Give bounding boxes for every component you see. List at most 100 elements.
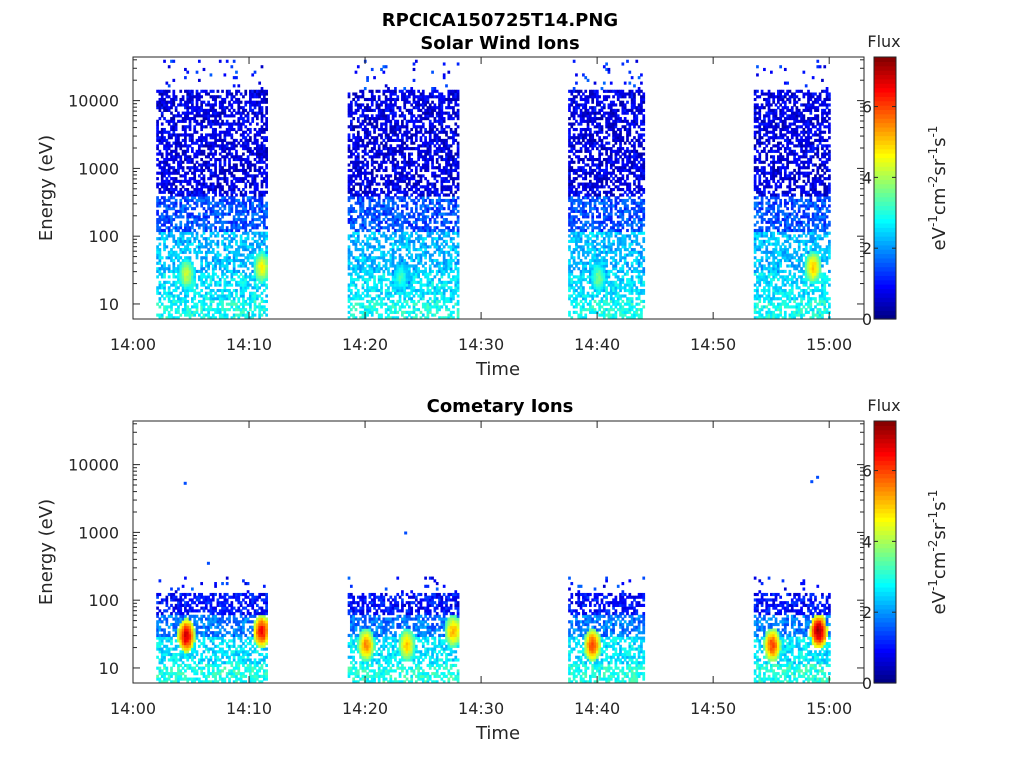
spectrogram-cell (223, 179, 227, 183)
spectrogram-cell (352, 264, 356, 268)
spectrogram-cell (223, 130, 227, 134)
spectrogram-cell (221, 108, 224, 112)
spectrogram-cell (454, 231, 458, 235)
spectrogram-cell (349, 196, 353, 200)
spectrogram-cell (426, 149, 430, 153)
spectrogram-cell (186, 305, 190, 309)
spectrogram-cell (156, 100, 159, 104)
spectrogram-cell (260, 160, 264, 164)
spectrogram-cell (249, 168, 252, 173)
spectrogram-cell (442, 223, 446, 227)
spectrogram-cell (454, 122, 458, 126)
spectrogram-cell (214, 204, 217, 208)
spectrogram-cell (186, 171, 190, 175)
spectrogram-cell (193, 179, 197, 183)
spectrogram-cell (242, 157, 245, 162)
spectrogram-cell (433, 177, 437, 181)
spectrogram-cell (253, 185, 257, 189)
spectrogram-cell (251, 149, 255, 153)
spectrogram-cell (258, 193, 262, 197)
spectrogram-cell (165, 179, 169, 183)
spectrogram-cell (209, 168, 213, 173)
spectrogram-cell (237, 283, 241, 287)
spectrogram-cell (447, 258, 451, 263)
spectrogram-cell (401, 125, 404, 129)
spectrogram-cell (265, 122, 268, 126)
spectrogram-cell (242, 245, 245, 249)
spectrogram-cell (426, 204, 430, 208)
spectrogram-cell (414, 237, 418, 241)
spectrogram-cell (156, 133, 159, 137)
spectrogram-cell (244, 288, 248, 293)
spectrogram-cell (405, 163, 409, 167)
spectrogram-cell (237, 100, 241, 104)
spectrogram-cell (401, 196, 404, 200)
spectrogram-cell (184, 171, 187, 175)
spectrogram-cell (410, 253, 414, 257)
spectrogram-cell (158, 188, 162, 192)
spectrogram-cell (174, 280, 178, 284)
spectrogram-cell (265, 97, 268, 102)
spectrogram-cell (228, 204, 231, 208)
spectrogram-cell (445, 250, 448, 254)
spectrogram-cell (401, 174, 404, 178)
spectrogram-cell (349, 278, 353, 282)
spectrogram-cell (249, 106, 252, 110)
spectrogram-cell (167, 297, 171, 301)
spectrogram-cell (260, 258, 264, 263)
spectrogram-cell (195, 283, 199, 287)
spectrogram-cell (375, 286, 379, 290)
spectrogram-cell (426, 182, 430, 186)
spectrogram-cell (225, 198, 229, 203)
spectrogram-cell (368, 308, 372, 312)
spectrogram-cell (265, 253, 268, 257)
spectrogram-cell (405, 122, 409, 126)
spectrogram-cell (440, 220, 444, 224)
spectrogram-cell (396, 316, 400, 320)
spectrogram-cell (435, 147, 439, 151)
spectrogram-cell (179, 174, 183, 178)
spectrogram-cell (167, 136, 171, 140)
spectrogram-cell (172, 122, 176, 126)
spectrogram-cell (438, 130, 441, 134)
spectrogram-cell (163, 136, 166, 140)
spectrogram-cell (398, 108, 402, 112)
spectrogram-cell (456, 253, 460, 257)
spectrogram-cell (174, 242, 178, 246)
spectrogram-cell (354, 256, 358, 260)
spectrogram-cell (188, 316, 192, 320)
spectrogram-cell (440, 97, 444, 102)
spectrogram-cell (163, 157, 166, 162)
spectrogram-cell (389, 152, 393, 156)
spectrogram-cell (163, 59, 166, 63)
spectrogram-cell (179, 226, 183, 230)
spectrogram-cell (163, 130, 166, 134)
spectrogram-cell (366, 313, 369, 317)
spectrogram-cell (382, 152, 386, 156)
spectrogram-cell (417, 179, 420, 183)
spectrogram-cell (204, 286, 208, 290)
spectrogram-cell (184, 231, 187, 235)
spectrogram-cell (370, 89, 374, 93)
spectrogram-cell (396, 204, 400, 208)
spectrogram-cell (258, 190, 262, 194)
spectrogram-cell (193, 220, 197, 224)
spectrogram-cell (435, 138, 439, 143)
spectrogram-cell (262, 299, 266, 304)
spectrogram-cell (193, 239, 197, 243)
spectrogram-cell (163, 201, 166, 205)
spectrogram-cell (394, 275, 397, 279)
spectrogram-cell (251, 141, 255, 145)
spectrogram-cell (449, 163, 453, 167)
spectrogram-cell (370, 256, 374, 260)
spectrogram-cell (389, 261, 393, 265)
spectrogram-cell (377, 288, 381, 293)
spectrogram-cell (431, 111, 434, 115)
spectrogram-cell (197, 163, 201, 167)
spectrogram-cell (216, 305, 220, 309)
spectrogram-cell (244, 237, 248, 241)
spectrogram-cell (186, 313, 190, 317)
spectrogram-cell (172, 133, 176, 137)
spectrogram-cell (158, 103, 162, 107)
spectrogram-cell (197, 149, 201, 153)
